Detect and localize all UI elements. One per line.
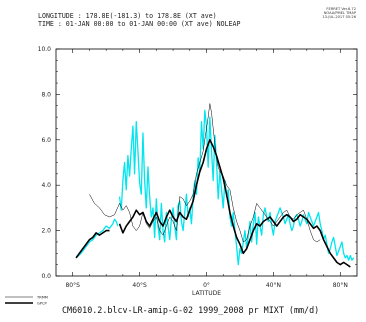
x-tick-label: 40°N <box>266 282 281 289</box>
y-tick-label: 10.0 <box>38 46 52 53</box>
chart-title: CM6010.2.blcv-LR-amip-G-02 1999_2008 pr … <box>62 305 319 315</box>
stamp-org: NOAA/PMEL TMAP <box>324 11 357 15</box>
y-axis: 0.0 2.0 4.0 6.0 8.0 10.0 <box>38 46 357 280</box>
x-tick-label: 0° <box>203 282 210 289</box>
series-line-cyan <box>75 218 119 259</box>
series-line-thin-black <box>89 103 321 243</box>
x-axis-label: LATITUDE <box>192 290 221 297</box>
plot-frame <box>55 48 358 277</box>
y-tick-label: 0.0 <box>41 273 51 280</box>
series-line-thick-black <box>75 229 110 259</box>
x-tick-label: 40°S <box>132 282 147 289</box>
legend-label-gpcp: GPCP <box>37 302 47 306</box>
series-group <box>75 103 355 268</box>
series-line-cyan <box>118 109 355 266</box>
legend-label-trmm: TRMM <box>36 296 48 300</box>
header-time: TIME : 01-JAN 00:00 to 01-JAN 00:00 (XT … <box>38 20 240 28</box>
y-tick-label: 8.0 <box>41 91 51 98</box>
x-tick-label: 80°N <box>333 282 348 289</box>
header-longitude: LONGITUDE : 178.8E(-181.3) to 178.8E (XT… <box>38 12 217 20</box>
series-line-thick-black <box>118 139 351 268</box>
y-tick-label: 4.0 <box>41 182 51 189</box>
x-axis: 80°S 40°S 0° 40°N 80°N <box>65 49 348 289</box>
y-tick-label: 6.0 <box>41 137 51 144</box>
stamp-version: FERRET Ver.6.72 <box>326 7 356 11</box>
legend: TRMM GPCP <box>5 296 48 306</box>
x-tick-label: 80°S <box>65 282 80 289</box>
stamp-date: 13-JUL-2017 05:26 <box>322 15 356 19</box>
y-tick-label: 2.0 <box>41 228 51 235</box>
